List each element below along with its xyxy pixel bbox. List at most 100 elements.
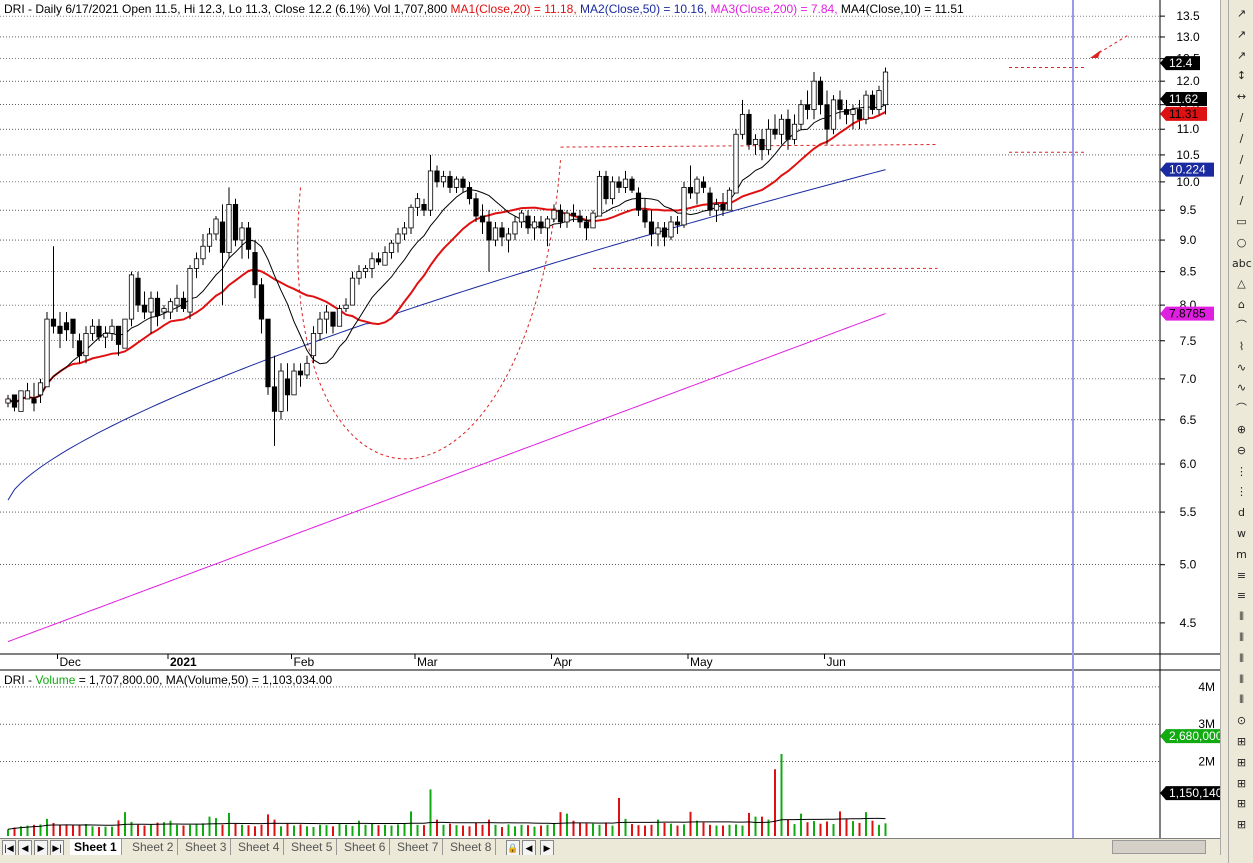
first-sheet-button[interactable]: |◀ xyxy=(2,840,16,856)
candle-body xyxy=(362,267,369,273)
toolbar-tool-35[interactable]: ⊙ xyxy=(1236,714,1247,728)
candle-body xyxy=(863,94,869,120)
scroll-right-icon[interactable]: ▶ xyxy=(540,840,554,856)
toolbar-tool-36[interactable]: ⊞ xyxy=(1236,735,1247,748)
toolbar-tool-39[interactable]: ⊞ xyxy=(1236,797,1247,811)
candle-body xyxy=(193,258,200,269)
toolbar-tool-16[interactable]: ⌒ xyxy=(1236,319,1247,332)
chart-canvas[interactable]: 4.55.05.56.06.57.07.58.08.59.09.510.010.… xyxy=(0,0,1220,838)
candle xyxy=(785,109,791,150)
toolbar-tool-6[interactable]: ∕ xyxy=(1239,111,1244,124)
volume-bar xyxy=(46,818,48,836)
volume-bar xyxy=(280,826,282,836)
candle xyxy=(161,305,167,320)
toolbar-tool-1[interactable]: ↗ xyxy=(1236,7,1247,20)
scroll-left-icon[interactable]: ◀ xyxy=(522,840,536,856)
candle xyxy=(213,216,219,241)
next-sheet-button[interactable]: ▶ xyxy=(34,840,48,856)
candle xyxy=(265,318,271,395)
toolbar-tool-7[interactable]: ∕ xyxy=(1239,131,1244,145)
price-tag: 11.31 xyxy=(1160,106,1207,121)
candle xyxy=(642,198,648,228)
candle-body xyxy=(447,175,453,188)
tab-sheet-5[interactable]: Sheet 5 xyxy=(287,839,338,855)
volume-bar xyxy=(449,823,451,836)
candle-body xyxy=(304,362,310,376)
toolbar-tool-32[interactable]: ⦀ xyxy=(1239,651,1244,665)
volume-bar xyxy=(475,822,477,836)
candle xyxy=(291,363,297,396)
prev-sheet-button[interactable]: ◀ xyxy=(18,840,32,856)
candle xyxy=(388,240,395,259)
lock-icon[interactable]: 🔒 xyxy=(506,840,520,856)
candle xyxy=(440,170,447,188)
toolbar-tool-2[interactable]: ↗ xyxy=(1236,27,1247,41)
toolbar-tool-28[interactable]: ≡ xyxy=(1236,568,1247,582)
toolbar-tool-15[interactable]: ⌂ xyxy=(1238,298,1245,312)
tab-sheet-4[interactable]: Sheet 4 xyxy=(234,839,285,855)
ma2-line xyxy=(7,169,886,501)
toolbar-tool-19[interactable]: ∿ xyxy=(1236,381,1247,395)
volume-tag-label: 1,150,140 xyxy=(1169,786,1220,800)
toolbar-tool-27[interactable]: m xyxy=(1236,547,1247,561)
horizontal-scrollbar[interactable] xyxy=(1112,840,1206,854)
toolbar-tool-5[interactable]: ↔ xyxy=(1236,90,1247,104)
candle xyxy=(232,198,239,247)
tab-sheet-1[interactable]: Sheet 1 xyxy=(70,839,122,855)
toolbar-tool-23[interactable]: ⋮ xyxy=(1236,464,1247,478)
toolbar-tool-31[interactable]: ⦀ xyxy=(1239,631,1244,644)
toolbar-tool-17[interactable]: ⌇ xyxy=(1238,339,1245,353)
candle-body xyxy=(63,322,70,331)
toolbar-tool-37[interactable]: ⊞ xyxy=(1236,755,1247,769)
volume-bar xyxy=(826,821,828,836)
volume-bar xyxy=(65,824,68,836)
candle-body xyxy=(791,123,798,140)
toolbar-tool-11[interactable]: ▭ xyxy=(1236,215,1247,228)
toolbar-tool-4[interactable]: ↕ xyxy=(1236,69,1247,83)
volume-bar xyxy=(735,824,737,836)
volume-bar xyxy=(163,822,165,836)
toolbar-tool-24[interactable]: ⋮ xyxy=(1236,485,1247,499)
last-sheet-button[interactable]: ▶| xyxy=(50,840,64,856)
tab-sheet-8[interactable]: Sheet 8 xyxy=(446,839,497,855)
toolbar-tool-14[interactable]: △ xyxy=(1237,277,1246,291)
toolbar-tool-20[interactable]: ⌒ xyxy=(1236,402,1247,416)
toolbar-tool-29[interactable]: ≡ xyxy=(1236,589,1247,603)
tab-sheet-6[interactable]: Sheet 6 xyxy=(340,839,391,855)
toolbar-tool-26[interactable]: w xyxy=(1237,527,1246,540)
volume-bar xyxy=(13,827,16,836)
toolbar-tool-12[interactable]: ○ xyxy=(1236,235,1247,249)
toolbar-tool-3[interactable]: ↗ xyxy=(1236,48,1247,62)
toolbar-tool-40[interactable]: ⊞ xyxy=(1236,818,1247,832)
toolbar-tool-18[interactable]: ∿ xyxy=(1236,360,1247,374)
volume-bar xyxy=(137,824,139,836)
price-tick-label: 13.0 xyxy=(1176,30,1200,44)
candle-body xyxy=(681,187,687,226)
toolbar-tool-30[interactable]: ⦀ xyxy=(1239,610,1244,624)
volume-bar xyxy=(728,824,731,836)
toolbar-tool-38[interactable]: ⊞ xyxy=(1236,776,1247,790)
candle-body xyxy=(284,378,291,396)
toolbar-tool-22[interactable]: ⊖ xyxy=(1236,443,1247,457)
toolbar-tool-10[interactable]: ∕ xyxy=(1239,194,1244,208)
toolbar-tool-9[interactable]: ∕ xyxy=(1239,173,1244,187)
candle xyxy=(811,72,817,120)
candle-body xyxy=(37,382,44,396)
candle-body xyxy=(817,80,824,106)
candle xyxy=(687,165,694,199)
tab-sheet-2[interactable]: Sheet 2 xyxy=(128,839,179,855)
volume-tick-label: 3M xyxy=(1198,717,1215,731)
toolbar-tool-25[interactable]: d xyxy=(1238,506,1245,520)
toolbar-tool-33[interactable]: ⦀ xyxy=(1239,672,1244,686)
volume-bar xyxy=(722,825,724,836)
candle xyxy=(707,187,713,217)
toolbar-tool-21[interactable]: ⊕ xyxy=(1236,423,1247,436)
tab-sheet-7[interactable]: Sheet 7 xyxy=(393,839,444,855)
candle-body xyxy=(408,206,414,229)
toolbar-tool-13[interactable]: abc xyxy=(1232,256,1252,270)
candle-body xyxy=(414,198,421,208)
toolbar-tool-8[interactable]: ∕ xyxy=(1239,152,1244,166)
candle-body xyxy=(713,204,720,211)
toolbar-tool-34[interactable]: ⦀ xyxy=(1239,693,1244,707)
tab-sheet-3[interactable]: Sheet 3 xyxy=(181,839,232,855)
